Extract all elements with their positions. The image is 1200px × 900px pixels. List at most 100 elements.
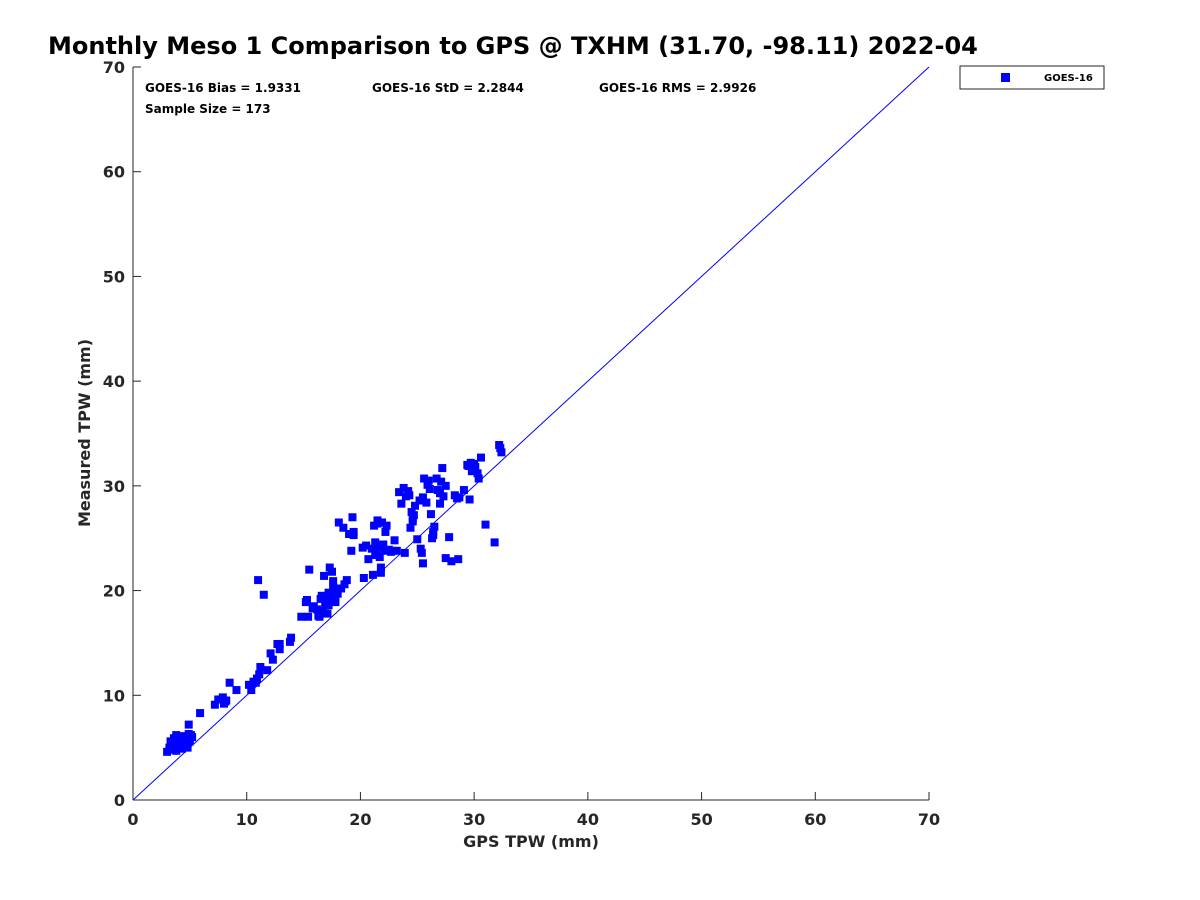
data-point bbox=[437, 477, 446, 486]
plot-area: 0 10 20 30 40 50 60 70 0 10 20 30 40 50 60 70 bbox=[103, 58, 940, 829]
sample-size-stat: Sample Size = 173 bbox=[145, 102, 271, 116]
data-point bbox=[371, 550, 380, 559]
data-point bbox=[368, 570, 377, 579]
data-point bbox=[384, 545, 393, 554]
data-point bbox=[424, 476, 433, 485]
data-point bbox=[318, 607, 327, 616]
data-point bbox=[329, 577, 338, 586]
data-point bbox=[324, 601, 333, 610]
data-point bbox=[425, 484, 434, 493]
data-point bbox=[181, 737, 190, 746]
data-point bbox=[225, 678, 234, 687]
data-point bbox=[469, 466, 478, 475]
data-point bbox=[400, 548, 409, 557]
data-point bbox=[259, 590, 268, 599]
data-point bbox=[490, 538, 499, 547]
data-point bbox=[382, 521, 391, 530]
data-point bbox=[328, 567, 336, 576]
legend-marker bbox=[1001, 73, 1010, 82]
y-tick-label: 70 bbox=[103, 58, 125, 77]
x-tick-label: 60 bbox=[804, 810, 826, 829]
x-tick-label: 20 bbox=[349, 810, 371, 829]
data-point bbox=[390, 536, 399, 545]
data-point bbox=[432, 474, 441, 483]
data-point bbox=[323, 609, 332, 618]
data-point bbox=[172, 731, 181, 740]
data-point bbox=[373, 519, 382, 528]
data-point bbox=[339, 523, 348, 532]
legend-label: GOES-16 bbox=[1044, 73, 1093, 84]
y-tick-label: 50 bbox=[103, 267, 125, 286]
legend: GOES-16 bbox=[959, 65, 1105, 90]
data-point bbox=[252, 674, 261, 683]
data-point bbox=[497, 448, 506, 457]
data-point bbox=[266, 649, 275, 658]
data-point bbox=[430, 522, 439, 531]
data-point bbox=[447, 557, 456, 566]
data-point bbox=[314, 611, 323, 620]
y-tick-label: 20 bbox=[103, 582, 125, 601]
data-point bbox=[317, 591, 326, 600]
data-point bbox=[309, 602, 318, 611]
data-point bbox=[331, 594, 340, 603]
data-point bbox=[404, 487, 413, 496]
x-tick-label: 0 bbox=[127, 810, 138, 829]
data-point bbox=[418, 559, 427, 568]
data-point bbox=[232, 686, 241, 695]
data-point bbox=[416, 544, 425, 553]
y-tick-label: 40 bbox=[103, 372, 125, 391]
data-point bbox=[417, 548, 426, 557]
data-point bbox=[375, 553, 384, 562]
data-point bbox=[326, 597, 335, 606]
data-point bbox=[423, 480, 432, 489]
data-point bbox=[221, 697, 230, 706]
data-point bbox=[399, 483, 408, 492]
chart-title: Monthly Meso 1 Comparison to GPS @ TXHM … bbox=[48, 32, 978, 60]
data-point bbox=[474, 474, 483, 483]
data-point bbox=[496, 444, 505, 453]
data-point bbox=[367, 544, 376, 553]
data-point bbox=[263, 666, 272, 675]
y-ticks: 0 10 20 30 40 50 60 70 bbox=[103, 58, 141, 810]
std-stat: GOES-16 StD = 2.2844 bbox=[372, 81, 524, 95]
data-point bbox=[436, 489, 445, 498]
data-point bbox=[345, 530, 354, 539]
data-point bbox=[320, 571, 329, 580]
data-point bbox=[426, 510, 435, 519]
rms-stat: GOES-16 RMS = 2.9926 bbox=[599, 81, 756, 95]
data-point bbox=[405, 491, 414, 500]
data-point bbox=[184, 720, 193, 729]
data-point bbox=[167, 740, 176, 749]
data-point bbox=[297, 612, 306, 621]
y-tick-label: 60 bbox=[103, 163, 125, 182]
data-point bbox=[455, 493, 464, 502]
data-point bbox=[459, 486, 468, 495]
x-tick-label: 30 bbox=[463, 810, 485, 829]
data-point bbox=[420, 474, 429, 483]
data-point bbox=[342, 576, 351, 585]
data-point bbox=[255, 670, 264, 679]
data-point bbox=[302, 595, 311, 604]
data-point bbox=[163, 747, 172, 756]
data-point bbox=[374, 542, 383, 551]
data-point bbox=[441, 554, 450, 563]
data-point bbox=[376, 568, 385, 577]
data-point bbox=[392, 546, 401, 555]
data-point bbox=[379, 540, 388, 549]
x-ticks: 0 10 20 30 40 50 60 70 bbox=[127, 792, 940, 829]
data-point bbox=[349, 531, 358, 540]
data-point bbox=[441, 481, 450, 490]
x-tick-label: 10 bbox=[236, 810, 258, 829]
data-point bbox=[256, 663, 265, 672]
data-point bbox=[185, 737, 194, 746]
goes16-series bbox=[163, 441, 506, 756]
data-point bbox=[210, 700, 219, 709]
data-point bbox=[397, 499, 406, 508]
data-point bbox=[186, 731, 195, 740]
data-point bbox=[464, 461, 473, 470]
data-point bbox=[324, 588, 333, 597]
data-point bbox=[358, 543, 367, 552]
data-point bbox=[285, 637, 294, 646]
data-point bbox=[347, 546, 356, 555]
